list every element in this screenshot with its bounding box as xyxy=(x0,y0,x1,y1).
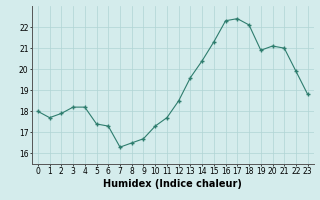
X-axis label: Humidex (Indice chaleur): Humidex (Indice chaleur) xyxy=(103,179,242,189)
